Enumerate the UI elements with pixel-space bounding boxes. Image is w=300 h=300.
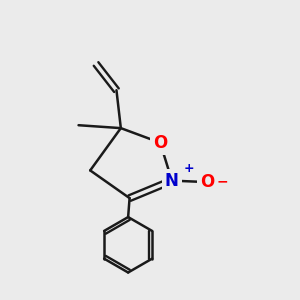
Text: O: O [153,134,167,152]
Text: O: O [153,134,167,152]
Text: −: − [216,175,228,188]
Text: N: N [165,172,179,190]
Text: O: O [200,173,214,191]
Text: N: N [165,172,179,190]
Text: O: O [200,173,214,191]
Text: +: + [184,162,194,175]
